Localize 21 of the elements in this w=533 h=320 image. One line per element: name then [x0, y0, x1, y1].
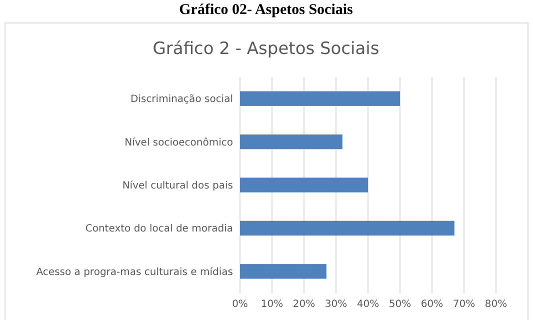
- x-tick-label: 50%: [388, 299, 412, 310]
- bar: [240, 134, 342, 150]
- x-tick-label: 40%: [356, 299, 380, 310]
- bar: [240, 220, 454, 236]
- y-tick-label: Acesso a progra-mas culturais e mídias: [36, 266, 233, 278]
- bar: [240, 91, 400, 106]
- x-tick-label: 20%: [292, 299, 316, 310]
- x-tick-label: 60%: [420, 299, 444, 310]
- y-tick-label: Nível socioeconômico: [124, 137, 233, 148]
- x-tick-label: 10%: [260, 299, 284, 310]
- chart-subtitle: Gráfico 2 - Aspetos Sociais: [152, 39, 380, 59]
- x-tick-label: 0%: [232, 299, 248, 310]
- y-tick-label: Discriminação social: [130, 94, 233, 106]
- bar: [240, 178, 368, 192]
- y-tick-label: Nível cultural dos pais: [122, 180, 233, 192]
- x-tick-label: 70%: [452, 299, 476, 310]
- x-tick-label: 80%: [484, 299, 508, 310]
- y-tick-label: Contexto do local de moradia: [85, 224, 233, 235]
- bar: [240, 264, 326, 279]
- x-tick-label: 30%: [324, 299, 348, 310]
- chart-title: Gráfico 02- Aspetos Sociais: [179, 2, 354, 18]
